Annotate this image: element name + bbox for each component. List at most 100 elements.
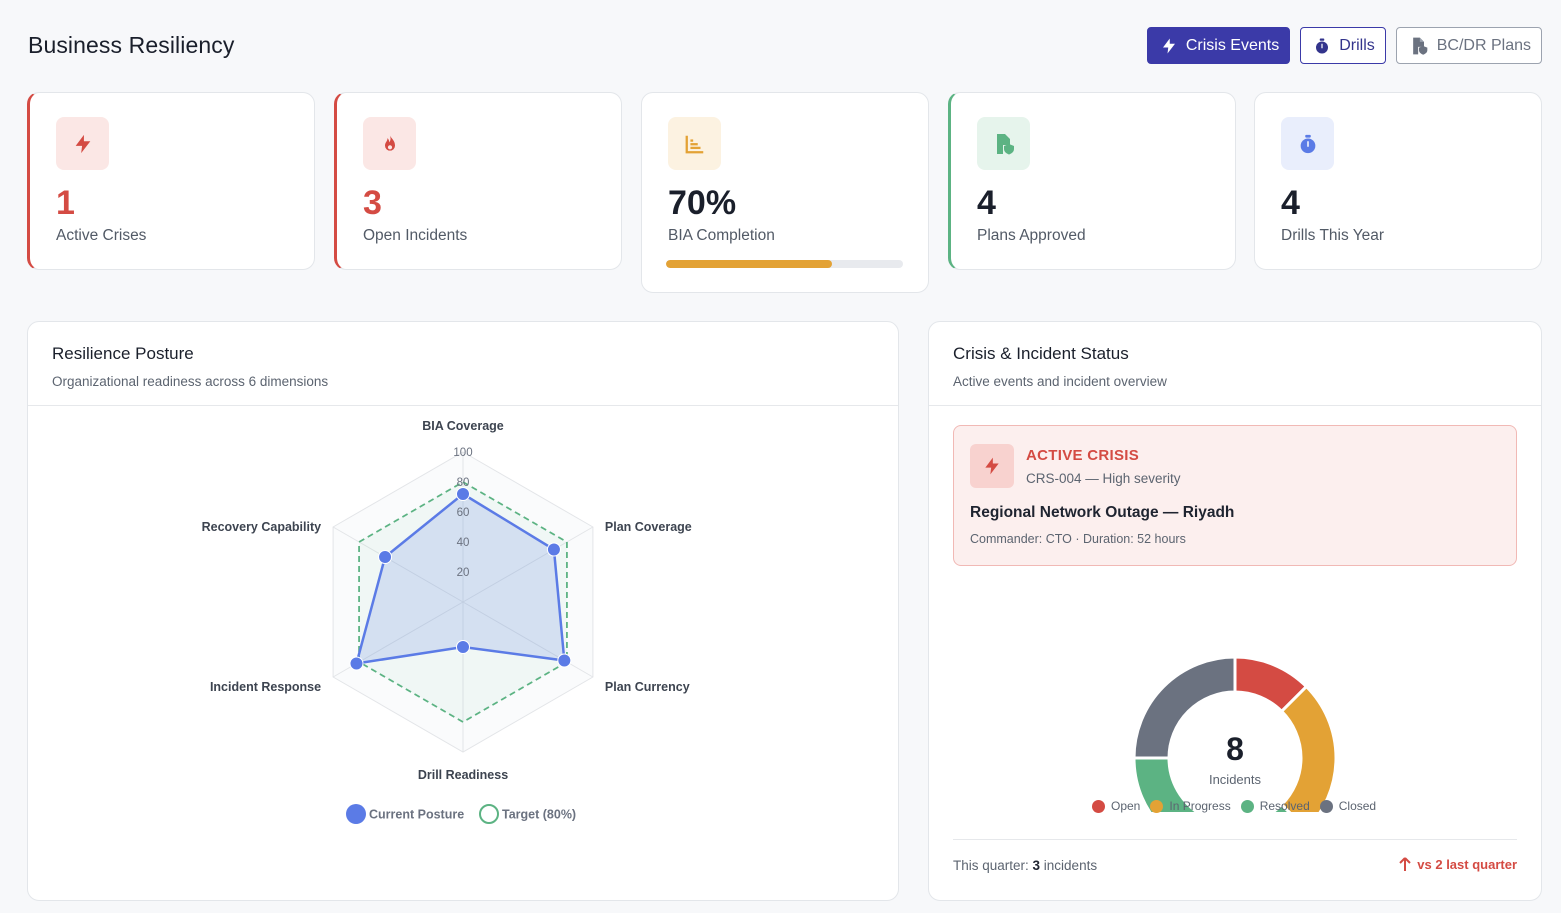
radar-axis-label: Recovery Capability — [202, 520, 322, 534]
crisis-icon-box — [970, 444, 1014, 488]
legend-dot — [1319, 799, 1333, 813]
kpi-active-crises[interactable]: 1 Active Crises — [27, 92, 315, 270]
legend-target-marker — [479, 804, 499, 824]
kpi-label: Open Incidents — [363, 227, 468, 244]
top-actions: Crisis Events Drills BC/DR Plans — [1146, 27, 1542, 64]
kpi-bia-completion[interactable]: 70% BIA Completion — [641, 92, 929, 293]
active-crisis-card[interactable]: ACTIVE CRISIS CRS-004 — High severity Re… — [953, 425, 1517, 566]
kpi-value: 4 — [1281, 184, 1300, 222]
drills-label: Drills — [1339, 36, 1375, 54]
radar-axis-label: Plan Currency — [605, 680, 690, 694]
quarter-trend: vs 2 last quarter — [1399, 857, 1517, 872]
file-shield-icon — [996, 133, 1014, 154]
resilience-posture-panel: Resilience Posture Organizational readin… — [27, 321, 899, 901]
donut-center-value: 8 — [1226, 731, 1244, 767]
legend-label: Closed — [1338, 799, 1377, 813]
radar-point — [456, 640, 470, 654]
radar-point — [557, 653, 572, 668]
crisis-title: Regional Network Outage — Riyadh — [970, 504, 1235, 521]
panel-subtitle: Organizational readiness across 6 dimens… — [52, 374, 329, 389]
kpi-label: Active Crises — [56, 227, 147, 244]
page-title: Business Resiliency — [28, 32, 235, 58]
radar-point — [349, 656, 364, 671]
legend-label: In Progress — [1169, 799, 1231, 813]
kpi-icon-box — [977, 117, 1030, 170]
stopwatch-icon — [1316, 38, 1329, 53]
legend-current-label: Current Posture — [369, 808, 464, 822]
file-shield-icon — [1412, 37, 1428, 55]
crisis-events-label: Crisis Events — [1185, 36, 1280, 54]
incident-donut-chart: 8 Incidents — [1132, 655, 1338, 812]
bia-progress-fill — [666, 260, 832, 268]
legend-dot — [1092, 799, 1105, 813]
kpi-icon-box — [668, 117, 721, 170]
kpi-label: BIA Completion — [668, 227, 775, 244]
radar-point — [456, 487, 470, 501]
donut-slice — [1279, 684, 1338, 812]
radar-axis-label: BIA Coverage — [422, 419, 504, 433]
drills-button[interactable]: Drills — [1300, 27, 1386, 64]
radar-spoke — [332, 526, 464, 603]
radar-point — [546, 542, 561, 557]
kpi-value: 70% — [668, 184, 737, 222]
legend-label: Open — [1111, 799, 1141, 813]
radar-tick-label: 80 — [457, 477, 470, 489]
crisis-id-severity: CRS-004 — High severity — [1026, 471, 1181, 486]
kpi-value: 1 — [56, 184, 75, 222]
kpi-icon-box — [56, 117, 109, 170]
radar-series-target — [358, 480, 568, 724]
panel-title: Resilience Posture — [52, 344, 194, 363]
lightning-icon — [1162, 38, 1175, 53]
legend-dot — [1240, 799, 1254, 813]
kpi-icon-box — [1281, 117, 1334, 170]
legend-item: Open — [1092, 799, 1140, 813]
panel-subtitle: Active events and incident overview — [953, 374, 1167, 389]
panel-title: Crisis & Incident Status — [953, 344, 1129, 363]
quarter-prefix: This quarter: — [953, 858, 1033, 873]
bcdr-plans-button[interactable]: BC/DR Plans — [1395, 27, 1542, 64]
kpi-open-incidents[interactable]: 3 Open Incidents — [334, 92, 622, 270]
radar-tick-label: 60 — [457, 507, 470, 519]
quarter-count: 3 — [1032, 858, 1041, 873]
legend-item: In Progress — [1150, 799, 1231, 813]
radar-spoke — [462, 526, 594, 603]
kpi-label: Plans Approved — [977, 227, 1086, 244]
legend-dot — [1150, 799, 1164, 813]
bia-progress-bar — [666, 260, 903, 268]
kpi-drills-this-year[interactable]: 4 Drills This Year — [1254, 92, 1542, 270]
legend-item: Closed — [1319, 799, 1377, 813]
radar-axis-label: Drill Readiness — [418, 768, 508, 782]
legend-label: Resolved — [1259, 799, 1310, 813]
radar-axis-label: Plan Coverage — [605, 520, 692, 534]
donut-slice — [1132, 655, 1237, 760]
legend-current-marker — [346, 804, 366, 824]
donut-slice — [1132, 756, 1292, 812]
crisis-events-button[interactable]: Crisis Events — [1146, 27, 1291, 64]
crisis-status-panel: Crisis & Incident Status Active events a… — [928, 321, 1542, 901]
stopwatch-icon — [1300, 134, 1315, 153]
lightning-icon — [75, 134, 90, 153]
kpi-plans-approved[interactable]: 4 Plans Approved — [948, 92, 1236, 270]
bcdr-plans-label: BC/DR Plans — [1436, 36, 1531, 54]
fire-icon — [384, 135, 395, 151]
crisis-kicker: ACTIVE CRISIS — [1026, 447, 1140, 464]
kpi-value: 4 — [977, 184, 996, 222]
lightning-icon — [985, 457, 999, 475]
kpi-label: Drills This Year — [1281, 227, 1385, 244]
radar-tick-label: 100 — [453, 447, 472, 459]
chart-bars-icon — [685, 135, 703, 153]
radar-axis-label: Incident Response — [210, 680, 321, 694]
radar-tick-label: 40 — [457, 537, 470, 549]
kpi-icon-box — [363, 117, 416, 170]
radar-chart: 20 40 60 80 100 BIA Coverage Plan Coverage Plan… — [202, 419, 692, 824]
kpi-value: 3 — [363, 184, 382, 222]
footer-divider — [953, 839, 1517, 840]
quarter-summary: This quarter: 3 incidents — [953, 858, 1097, 873]
donut-legend: Open In Progress Resolved Closed — [1092, 799, 1386, 813]
panel-header: Crisis & Incident Status Active events a… — [929, 322, 1541, 406]
crisis-meta: Commander: CTO · Duration: 52 hours — [970, 532, 1186, 546]
radar-point — [378, 550, 393, 564]
panel-header: Resilience Posture Organizational readin… — [28, 322, 898, 406]
legend-item: Resolved — [1240, 799, 1310, 813]
quarter-suffix: incidents — [1040, 858, 1098, 873]
